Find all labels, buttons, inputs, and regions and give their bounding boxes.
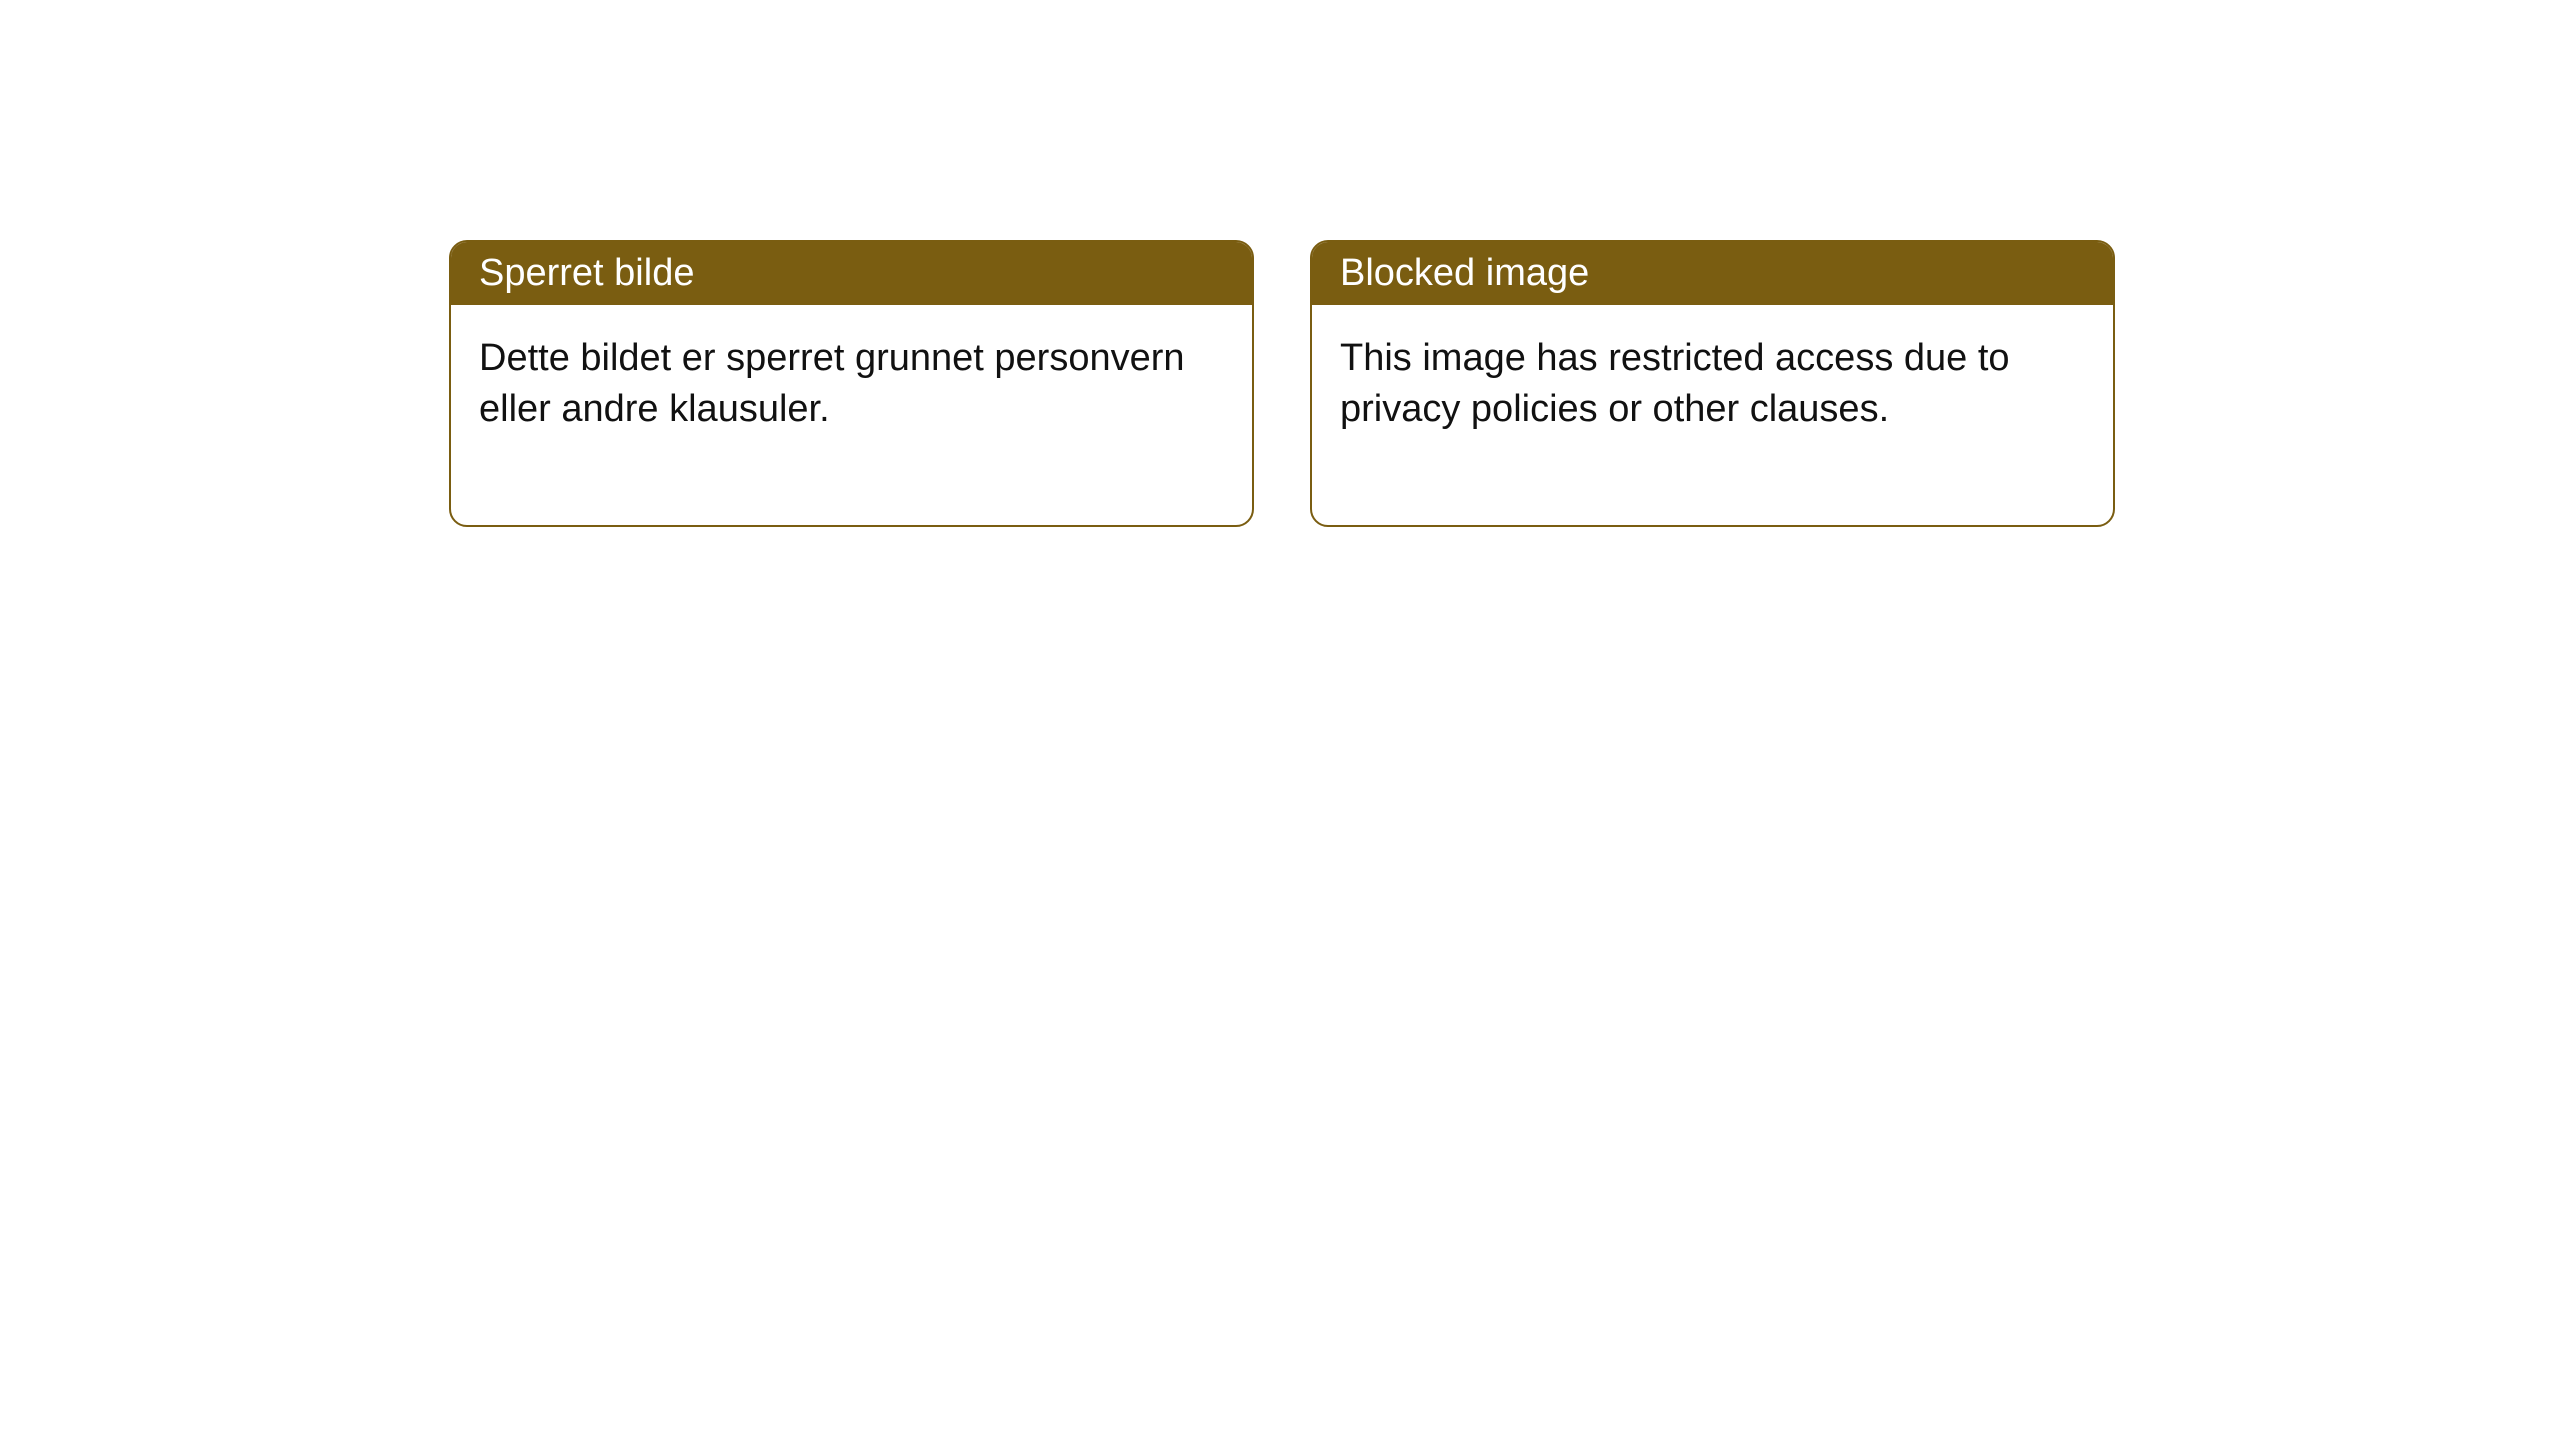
notice-card-title: Blocked image bbox=[1340, 252, 1589, 294]
notice-card-english: Blocked image This image has restricted … bbox=[1310, 240, 2115, 527]
notice-card-text: Dette bildet er sperret grunnet personve… bbox=[479, 337, 1185, 430]
notice-card-body: Dette bildet er sperret grunnet personve… bbox=[451, 305, 1252, 525]
notice-card-header: Sperret bilde bbox=[451, 242, 1252, 305]
notice-card-norwegian: Sperret bilde Dette bildet er sperret gr… bbox=[449, 240, 1254, 527]
notice-card-title: Sperret bilde bbox=[479, 252, 694, 294]
notice-card-header: Blocked image bbox=[1312, 242, 2113, 305]
notice-card-text: This image has restricted access due to … bbox=[1340, 337, 2010, 430]
notice-container: Sperret bilde Dette bildet er sperret gr… bbox=[0, 0, 2560, 527]
notice-card-body: This image has restricted access due to … bbox=[1312, 305, 2113, 525]
